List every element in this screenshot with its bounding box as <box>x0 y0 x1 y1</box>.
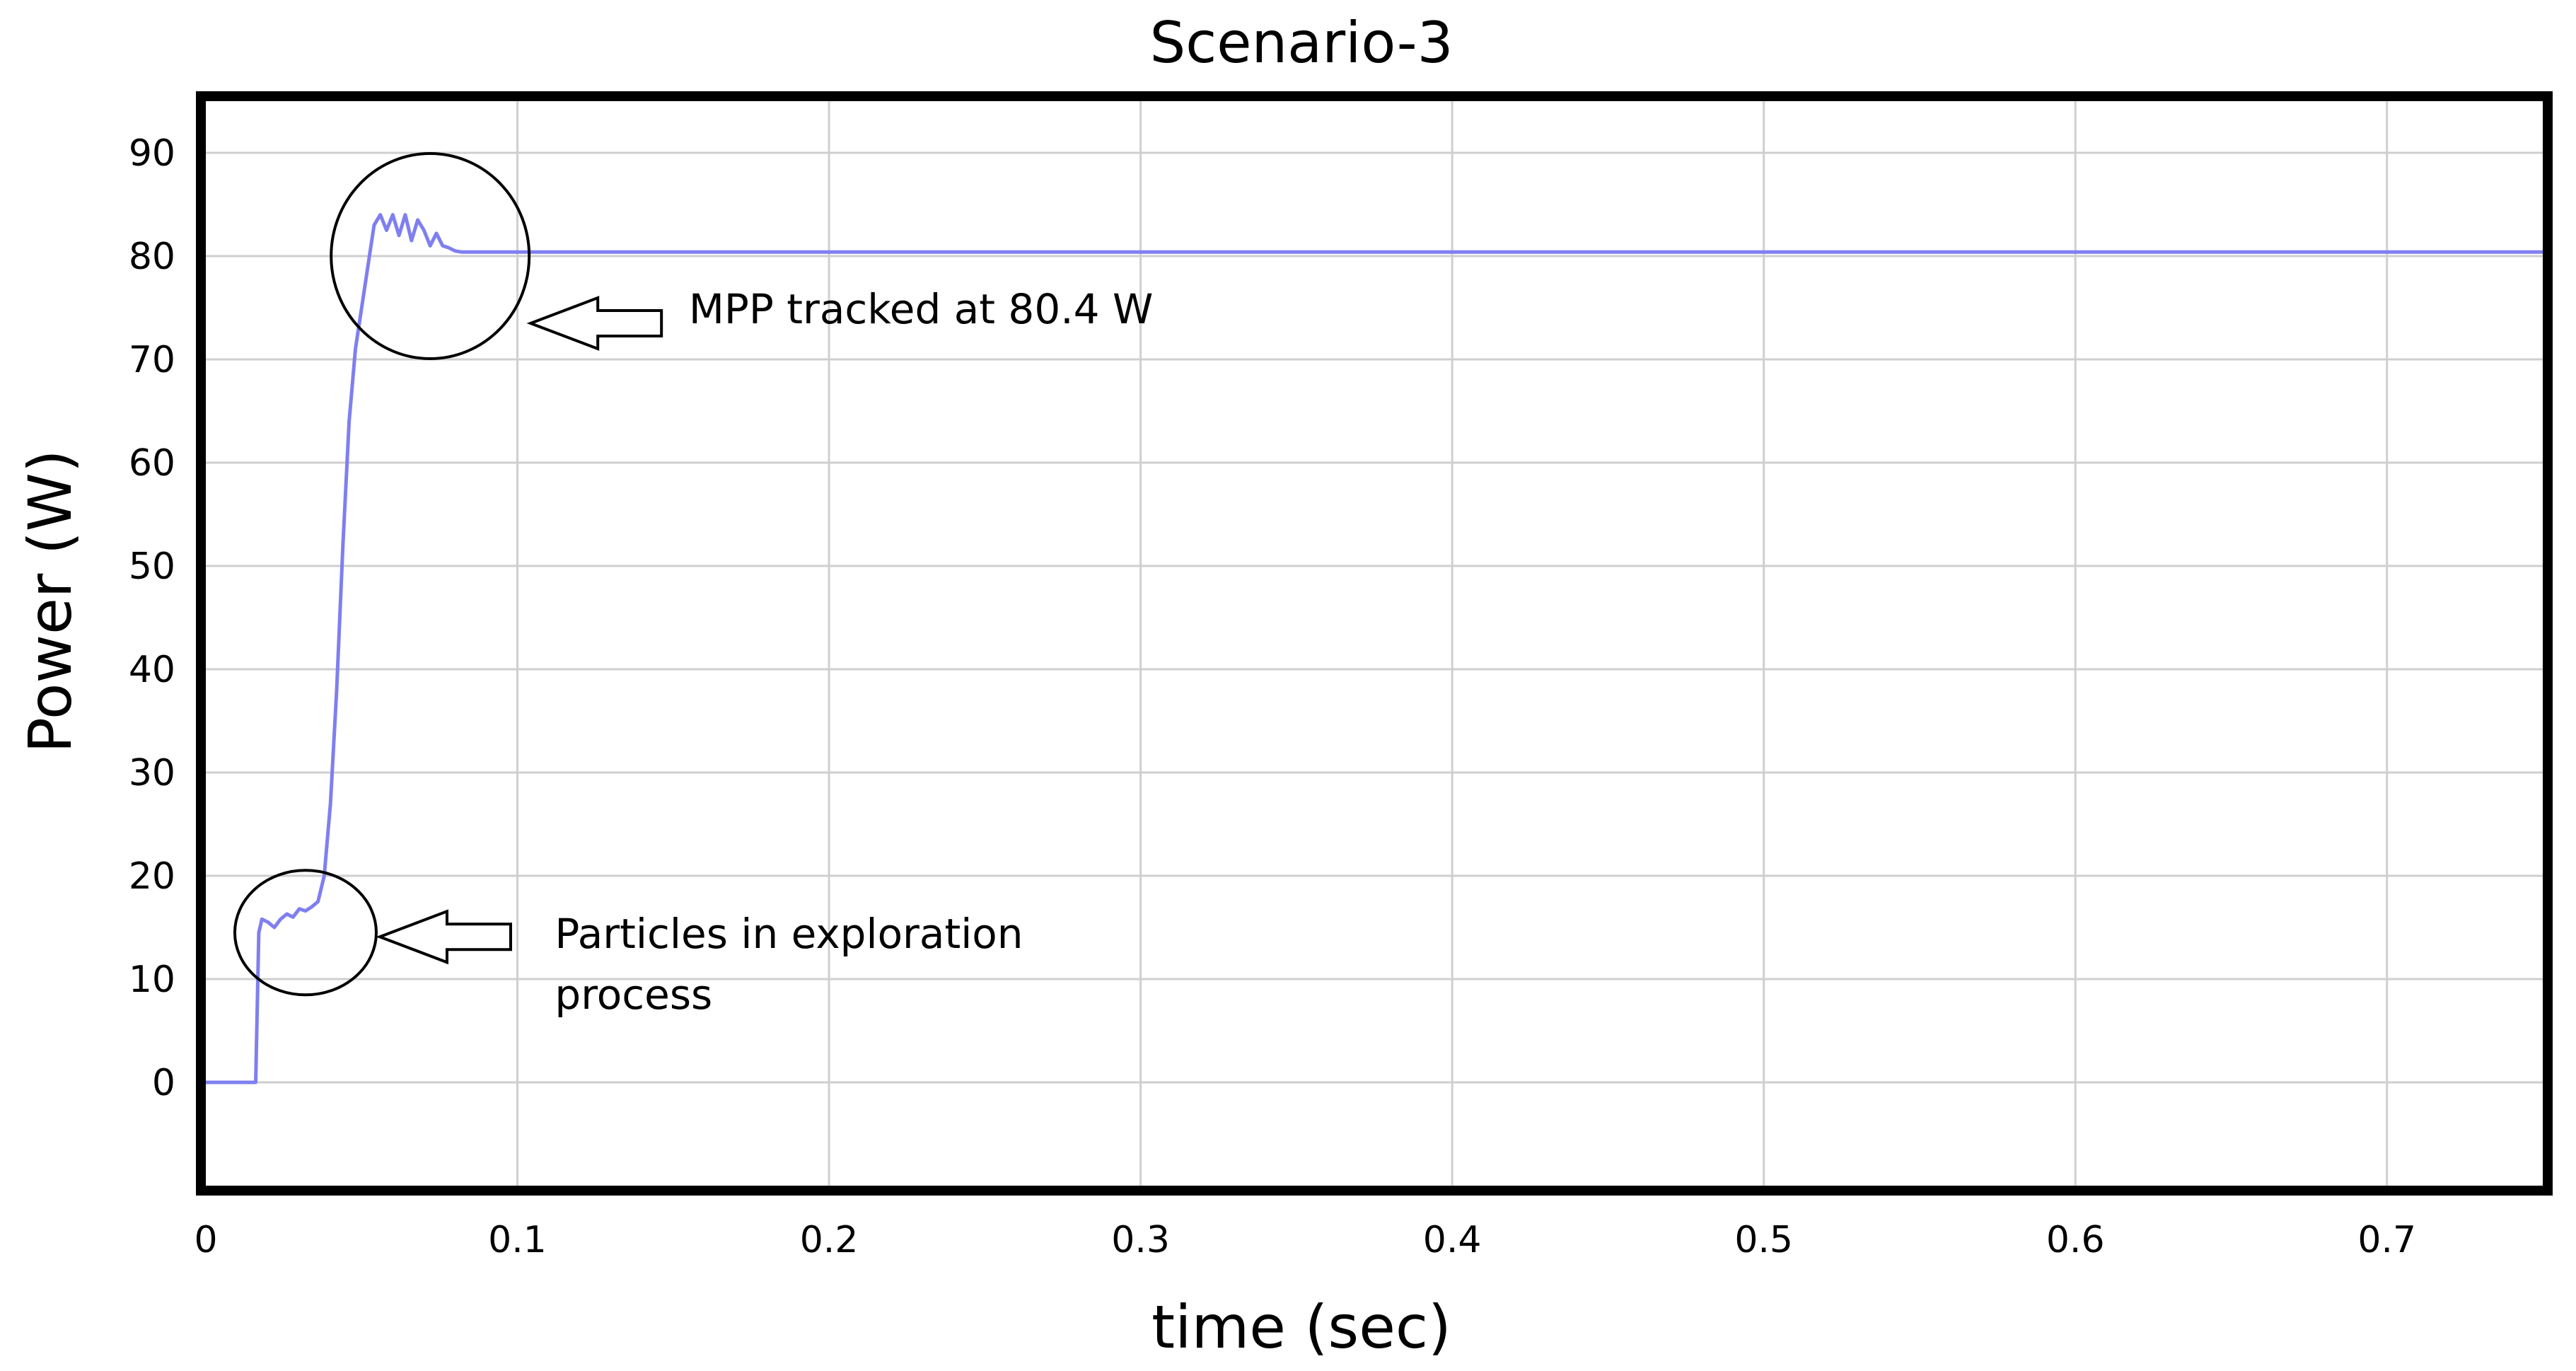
exploration-annotation: Particles in exploration process <box>555 910 1036 1019</box>
y-tick-label: 0 <box>152 1062 175 1104</box>
exploration-annotation-line-1: Particles in exploration <box>555 910 1023 958</box>
x-axis-label: time (sec) <box>1151 1292 1451 1362</box>
chart-title: Scenario-3 <box>1149 10 1453 76</box>
y-axis-label: Power (W) <box>16 449 85 753</box>
y-tick-label: 10 <box>129 959 175 1001</box>
exploration-annotation-line-2: process <box>555 971 712 1019</box>
y-tick-label: 20 <box>129 855 175 898</box>
y-tick-label: 80 <box>129 236 175 278</box>
x-tick-label: 0.4 <box>1423 1219 1482 1261</box>
x-tick-label: 0.5 <box>1734 1219 1793 1261</box>
x-tick-label: 0.1 <box>488 1219 547 1261</box>
x-tick-label: 0 <box>194 1219 217 1261</box>
y-tick-label: 50 <box>129 545 175 588</box>
x-tick-label: 0.6 <box>2046 1219 2105 1261</box>
mpp-arrow-icon <box>526 296 663 351</box>
y-tick-label: 70 <box>129 339 175 381</box>
x-tick-labels: 0 0.1 0.2 0.3 0.4 0.5 0.6 0.7 <box>194 1219 2416 1261</box>
exploration-arrow-icon <box>376 909 512 965</box>
y-tick-label: 90 <box>129 132 175 175</box>
power-series-line <box>206 213 2543 1084</box>
exploration-highlight-circle <box>233 869 378 997</box>
y-tick-label: 40 <box>129 649 175 691</box>
plot-frame <box>196 91 2553 1196</box>
y-tick-label: 30 <box>129 752 175 794</box>
y-tick-labels: 0 10 20 30 40 50 60 70 80 90 <box>129 132 175 1104</box>
x-tick-label: 0.3 <box>1111 1219 1170 1261</box>
x-tick-label: 0.7 <box>2357 1219 2416 1261</box>
grid-lines <box>206 101 2543 1186</box>
x-tick-label: 0.2 <box>800 1219 859 1261</box>
mpp-annotation: MPP tracked at 80.4 W <box>689 285 1154 333</box>
mpp-highlight-circle <box>330 152 531 360</box>
y-tick-label: 60 <box>129 442 175 485</box>
